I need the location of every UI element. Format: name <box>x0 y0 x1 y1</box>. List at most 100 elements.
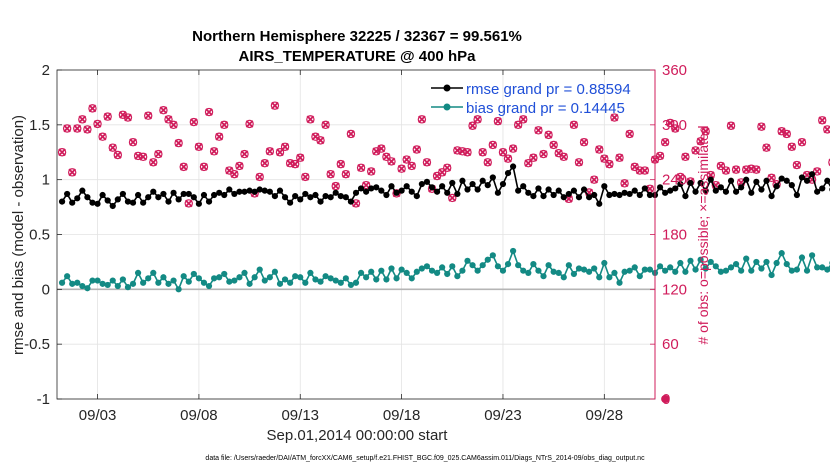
x-tick-label: 09/03 <box>79 407 117 424</box>
obs-possible-point <box>716 161 726 171</box>
obs-possible-point <box>777 127 786 136</box>
obs-assimilated-point <box>301 173 310 181</box>
obs-assimilated-point <box>235 162 244 170</box>
obs-assimilated-point <box>407 162 416 170</box>
rmse-point <box>631 187 638 194</box>
rmse-point <box>246 187 253 194</box>
obs-possible-point <box>635 166 644 175</box>
bias-point <box>712 263 719 270</box>
rmse-point <box>104 197 111 204</box>
bias-point <box>540 273 547 280</box>
obs-possible-point <box>721 166 731 175</box>
bias-point <box>64 273 71 280</box>
bias-point <box>565 262 572 269</box>
bias-point <box>175 286 182 293</box>
rmse-point <box>378 187 385 194</box>
obs-possible-point <box>513 120 523 130</box>
bias-series <box>58 247 830 293</box>
rmse-point <box>591 191 598 199</box>
obs-possible-point <box>78 115 87 124</box>
chart-subtitle: AIRS_TEMPERATURE @ 400 hPa <box>239 48 477 65</box>
obs-possible-point <box>290 159 300 169</box>
obs-possible-point <box>660 137 670 147</box>
obs-assimilated-point <box>610 113 619 122</box>
rmse-point <box>383 191 390 199</box>
obs-possible-point <box>103 112 112 121</box>
rmse-point <box>601 183 608 190</box>
rmse-point <box>560 194 567 201</box>
obs-assimilated-point <box>620 179 629 188</box>
bias-point <box>692 266 699 273</box>
y-right-tick-label: 120 <box>662 281 687 298</box>
rmse-point <box>499 180 507 188</box>
rmse-point <box>89 199 96 206</box>
bias-point <box>84 285 91 292</box>
rmse-point <box>175 196 182 203</box>
obs-assimilated-point <box>174 139 183 147</box>
y-right-tick-label: 180 <box>662 227 687 244</box>
bias-point <box>727 264 735 271</box>
obs-possible-point <box>397 164 406 173</box>
obs-assimilated-point <box>139 152 147 161</box>
obs-assimilated-point <box>549 141 558 149</box>
obs-assimilated-point <box>488 141 497 149</box>
obs-possible-point <box>726 121 736 130</box>
obs-assimilated-point <box>478 148 487 157</box>
rmse-point <box>317 198 324 205</box>
rmse-point <box>423 178 431 185</box>
bias-point <box>89 277 96 284</box>
bias-point <box>586 268 593 275</box>
rmse-point <box>489 174 496 181</box>
rmse-point <box>200 191 208 199</box>
bias-point <box>58 279 66 286</box>
obs-possible-point <box>270 101 280 110</box>
obs-assimilated-point <box>362 181 370 189</box>
bias-point <box>591 265 598 272</box>
obs-possible-point <box>113 150 123 160</box>
rmse-point <box>783 177 790 184</box>
obs-assimilated-point <box>119 110 127 119</box>
obs-possible-point <box>797 137 807 147</box>
bias-point <box>494 263 501 270</box>
obs-assimilated-point <box>798 138 806 147</box>
obs-assimilated-point <box>818 116 827 125</box>
obs-possible-point <box>159 106 168 115</box>
rmse-point <box>373 184 380 191</box>
obs-assimilated-point <box>169 120 178 129</box>
rmse-point <box>69 199 76 206</box>
legend-bias-marker <box>443 103 451 111</box>
rmse-point <box>798 174 806 181</box>
rmse-point <box>368 185 375 192</box>
bias-point <box>99 280 106 287</box>
bias-point <box>570 270 578 278</box>
obs-assimilated-point <box>590 175 599 184</box>
obs-possible-point <box>128 137 138 147</box>
obs-possible-point <box>367 167 376 176</box>
bias-point <box>803 267 811 274</box>
bias-point <box>535 267 542 274</box>
bias-point <box>129 280 137 287</box>
obs-assimilated-point <box>757 122 766 131</box>
rmse-point <box>363 188 370 195</box>
rmse-point <box>550 191 557 199</box>
bias-point <box>525 269 532 276</box>
x-tick-label: 09/18 <box>383 407 421 424</box>
bias-point <box>393 275 400 282</box>
bias-point <box>530 261 537 268</box>
rmse-point <box>479 177 486 184</box>
legend-bias-label: bias grand pr = 0.14445 <box>466 100 625 117</box>
obs-axis-endpoint <box>661 395 670 403</box>
obs-assimilated-point <box>615 153 624 162</box>
obs-possible-point <box>356 163 366 172</box>
obs-assimilated-point <box>777 127 786 136</box>
bias-point <box>515 262 522 269</box>
x-axis-label: Sep.01,2014 00:00:00 start <box>267 427 449 444</box>
obs-assimilated-point <box>215 132 224 141</box>
obs-assimilated-point <box>144 111 153 120</box>
y-tick-label: 2 <box>42 62 50 79</box>
obs-possible-point <box>372 147 381 156</box>
obs-possible-point <box>235 161 244 171</box>
bias-point <box>292 273 299 280</box>
obs-possible-point <box>691 146 700 155</box>
